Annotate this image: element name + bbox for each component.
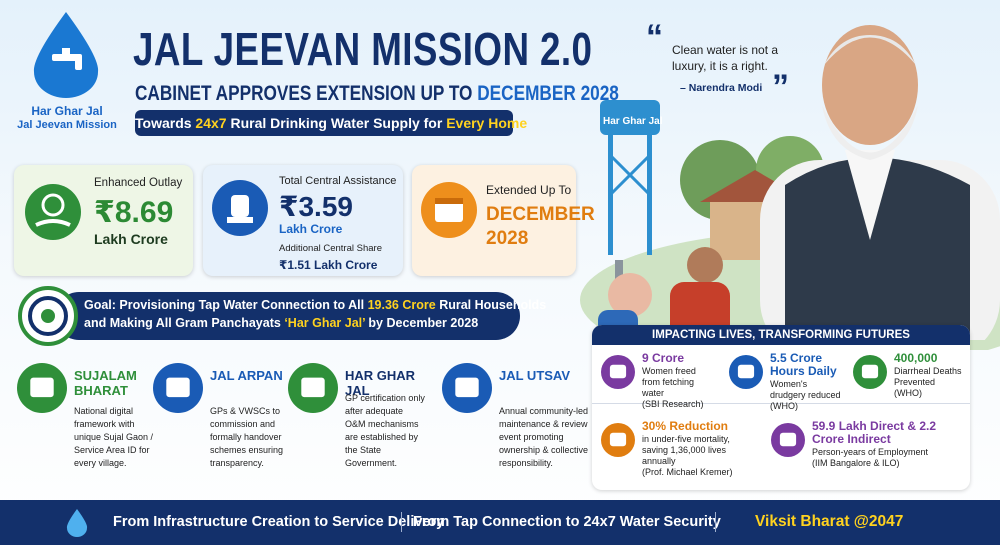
impact-headline: 400,000 — [894, 351, 938, 365]
impact-text: Women freed from fetching water — [642, 366, 696, 398]
impact-headline: 59.9 Lakh Direct & 2.2 Crore Indirect — [812, 419, 937, 446]
goal-text: and Making All Gram Panchayats — [84, 316, 281, 330]
subtitle-text: CABINET APPROVES EXTENSION UP TO — [135, 82, 473, 105]
quote-author: – Narendra Modi — [680, 82, 763, 94]
pillar-title: JAL ARPAN — [210, 368, 283, 383]
stat-extra-value: ₹1.51 Lakh Crore — [279, 258, 378, 272]
impact-source: (Prof. Michael Kremer) — [642, 467, 733, 477]
stat-card: Enhanced Outlay ₹8.69 Lakh Crore — [14, 165, 193, 276]
pillar-title: SUJALAM BHARAT — [74, 368, 137, 398]
tagline: Towards 24x7 Rural Drinking Water Supply… — [135, 110, 527, 136]
goal-line1: Goal: Provisioning Tap Water Connection … — [84, 298, 546, 312]
title: JAL JEEVAN MISSION 2.0 — [133, 23, 593, 75]
separator — [401, 512, 402, 532]
stat-card: Total Central Assistance ₹3.59 Lakh Cror… — [203, 165, 403, 276]
divider — [592, 403, 970, 404]
goal-icon — [18, 286, 78, 346]
impact-headline: 5.5 Crore Hours Daily — [770, 351, 837, 378]
impact-text: Diarrheal Deaths Prevented — [894, 366, 962, 387]
stat-unit: Lakh Crore — [94, 231, 168, 247]
separator — [715, 512, 716, 532]
logo-line2: Jal Jeevan Mission — [17, 119, 117, 131]
pillar-text: GPs & VWSCs to commission and formally h… — [210, 406, 284, 468]
footer-drop — [66, 509, 88, 537]
icon — [601, 423, 635, 457]
impact-source: (WHO) — [894, 388, 922, 398]
icon — [25, 184, 81, 240]
tank-label: Har Ghar Jal — [603, 116, 663, 127]
logo-drop — [33, 12, 99, 98]
impact-source: (IIM Bangalore & ILO) — [812, 458, 900, 468]
icon — [601, 355, 635, 389]
goal-highlight: ‘Har Ghar Jal’ — [284, 316, 365, 330]
stat-unit: Lakh Crore — [279, 222, 343, 236]
impact-title: IMPACTING LIVES, TRANSFORMING FUTURES — [592, 325, 970, 345]
stat-label: Enhanced Outlay — [94, 177, 183, 189]
subtitle: CABINET APPROVES EXTENSION UP TO DECEMBE… — [135, 82, 619, 106]
quote-open: “ — [646, 18, 663, 56]
icon — [288, 363, 338, 413]
stat-label: Extended Up To — [486, 183, 572, 197]
impact-text: Person-years of Employment — [812, 447, 929, 457]
quote-close: ” — [772, 68, 789, 106]
subtitle-highlight: DECEMBER 2028 — [477, 82, 619, 105]
footer-right: From Tap Connection to 24x7 Water Securi… — [413, 514, 721, 530]
tagline-text: Towards — [135, 115, 192, 131]
stat-label: Total Central Assistance — [279, 175, 397, 187]
goal-text: by December 2028 — [368, 316, 479, 330]
stat-value: DECEMBER 2028 — [486, 204, 595, 249]
logo-line1: Har Ghar Jal — [31, 104, 103, 118]
impact-text: in under-five mortality, saving 1,36,000… — [642, 434, 730, 466]
icon — [153, 363, 203, 413]
impact-headline: 30% Reduction — [642, 419, 729, 433]
pillar-title: JAL UTSAV — [499, 368, 571, 383]
icon — [17, 363, 67, 413]
pillar-text: GP certification only after adequate O&M… — [345, 393, 425, 468]
tagline-highlight: 24x7 — [195, 115, 227, 131]
icon — [771, 423, 805, 457]
stat-value: ₹8.69 — [94, 196, 174, 229]
goal-line2: and Making All Gram Panchayats ‘Har Ghar… — [84, 316, 478, 330]
icon — [729, 355, 763, 389]
portrait — [760, 25, 1000, 340]
goal-text: Rural Households — [439, 298, 547, 312]
goal-highlight: 19.36 Crore — [367, 298, 436, 312]
stat-value: ₹3.59 — [279, 191, 353, 222]
pillar-title: HAR GHAR JAL — [345, 368, 416, 398]
footer-slogan: Viksit Bharat @2047 — [755, 513, 904, 530]
icon — [853, 355, 887, 389]
quote-text: Clean water is not a luxury, it is a rig… — [672, 43, 779, 73]
impact-source: (SBI Research) — [642, 399, 704, 409]
icon — [212, 180, 268, 236]
pillar-text: National digital framework with unique S… — [74, 406, 154, 468]
impact-panel: IMPACTING LIVES, TRANSFORMING FUTURES — [592, 325, 970, 490]
icon — [421, 182, 477, 238]
impact-text: Women's drudgery reduced (WHO) — [770, 379, 841, 411]
tagline-highlight: Every Home — [446, 115, 528, 131]
footer: From Infrastructure Creation to Service … — [0, 500, 1000, 545]
icon — [442, 363, 492, 413]
goal-banner — [55, 292, 520, 340]
pillar-text: Annual community-led maintenance & revie… — [499, 406, 589, 468]
stat-card: Extended Up To DECEMBER 2028 — [412, 165, 595, 276]
tagline-text: Rural Drinking Water Supply for — [230, 115, 443, 131]
impact-headline: 9 Crore — [642, 351, 685, 365]
goal-text: Goal: Provisioning Tap Water Connection … — [84, 298, 365, 312]
footer-left: From Infrastructure Creation to Service … — [113, 514, 445, 530]
stat-extra-label: Additional Central Share — [279, 243, 382, 254]
